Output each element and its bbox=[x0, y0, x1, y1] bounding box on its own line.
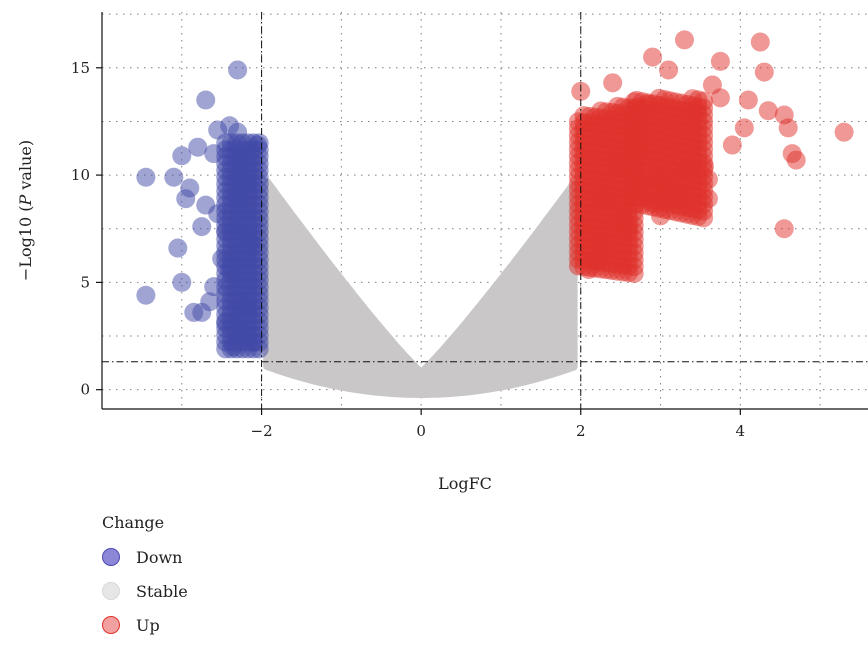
up-point bbox=[659, 189, 679, 209]
up-point bbox=[686, 101, 706, 121]
up-point bbox=[738, 90, 758, 110]
down-point bbox=[236, 174, 256, 194]
down-point bbox=[208, 204, 228, 224]
down-point bbox=[204, 144, 224, 164]
legend-item-up: Up bbox=[102, 608, 188, 642]
y-axis-title-italic: P bbox=[16, 194, 35, 206]
down-point bbox=[208, 120, 228, 140]
up-point bbox=[754, 62, 774, 82]
up-point bbox=[774, 219, 794, 239]
up-point bbox=[651, 206, 671, 226]
down-point bbox=[220, 260, 240, 280]
x-tick-label: 0 bbox=[416, 422, 426, 440]
axes: −2 0 2 4 0 5 10 15 bbox=[71, 12, 868, 440]
down-point bbox=[236, 296, 256, 316]
volcano-plot: −2 0 2 4 0 5 10 15 LogFC −Log10 (P value) bbox=[16, 12, 868, 493]
up-point bbox=[651, 169, 671, 189]
y-axis-title-suffix: value) bbox=[16, 140, 35, 195]
up-point bbox=[698, 189, 718, 209]
down-point bbox=[192, 217, 212, 237]
up-point bbox=[659, 60, 679, 80]
up-point bbox=[607, 154, 627, 174]
down-point bbox=[216, 221, 236, 241]
up-point bbox=[698, 169, 718, 189]
up-point bbox=[758, 101, 778, 121]
up-point bbox=[710, 51, 730, 71]
points-layer bbox=[136, 30, 854, 398]
down-point bbox=[244, 332, 264, 352]
y-axis-title: −Log10 (P value) bbox=[16, 140, 35, 281]
down-point bbox=[176, 189, 196, 209]
legend-label-up: Up bbox=[136, 615, 160, 635]
up-point bbox=[595, 187, 615, 207]
up-point bbox=[674, 30, 694, 50]
up-point bbox=[643, 47, 663, 67]
down-point bbox=[224, 337, 244, 357]
up-point bbox=[778, 118, 798, 138]
x-tick-label: 4 bbox=[736, 422, 746, 440]
down-point bbox=[204, 277, 224, 297]
down-point bbox=[184, 302, 204, 322]
y-tick-label: 10 bbox=[71, 166, 90, 184]
legend-swatch-stable bbox=[102, 582, 120, 600]
x-tick-label: −2 bbox=[251, 422, 273, 440]
stable-points-cloud bbox=[263, 178, 578, 398]
down-point bbox=[172, 272, 192, 292]
down-point bbox=[136, 167, 156, 187]
up-point bbox=[722, 135, 742, 155]
down-point bbox=[228, 122, 248, 142]
up-point bbox=[734, 118, 754, 138]
legend-swatch-down bbox=[102, 548, 120, 566]
up-point bbox=[615, 210, 635, 230]
up-point bbox=[834, 122, 854, 142]
up-point bbox=[627, 135, 647, 155]
up-point bbox=[591, 234, 611, 254]
threshold-lines bbox=[102, 12, 868, 409]
up-point bbox=[579, 260, 599, 280]
up-point bbox=[786, 150, 806, 170]
x-tick-label: 2 bbox=[576, 422, 586, 440]
down-point bbox=[172, 146, 192, 166]
down-point bbox=[136, 285, 156, 305]
down-point bbox=[228, 60, 248, 80]
down-point bbox=[240, 232, 260, 252]
y-tick-label: 15 bbox=[71, 59, 90, 77]
y-axis-title-prefix: −Log10 ( bbox=[16, 205, 35, 281]
down-point bbox=[168, 238, 188, 258]
legend-label-down: Down bbox=[136, 547, 183, 567]
up-point bbox=[603, 73, 623, 93]
up-point bbox=[674, 161, 694, 181]
y-tick-label: 0 bbox=[80, 381, 90, 399]
up-point bbox=[750, 32, 770, 52]
legend-item-down: Down bbox=[102, 540, 188, 574]
legend-swatch-up bbox=[102, 616, 120, 634]
down-point bbox=[248, 135, 268, 155]
down-point bbox=[164, 167, 184, 187]
down-point bbox=[196, 90, 216, 110]
legend-title: Change bbox=[102, 513, 165, 532]
legend-item-stable: Stable bbox=[102, 574, 188, 608]
down-point bbox=[188, 137, 208, 157]
up-point bbox=[710, 88, 730, 108]
up-point bbox=[639, 94, 659, 114]
legend: Change Down Stable Up bbox=[102, 513, 188, 642]
down-point bbox=[228, 189, 248, 209]
down-point bbox=[232, 150, 252, 170]
y-tick-label: 5 bbox=[80, 273, 90, 291]
x-axis-title: LogFC bbox=[438, 474, 492, 493]
legend-label-stable: Stable bbox=[136, 581, 188, 601]
